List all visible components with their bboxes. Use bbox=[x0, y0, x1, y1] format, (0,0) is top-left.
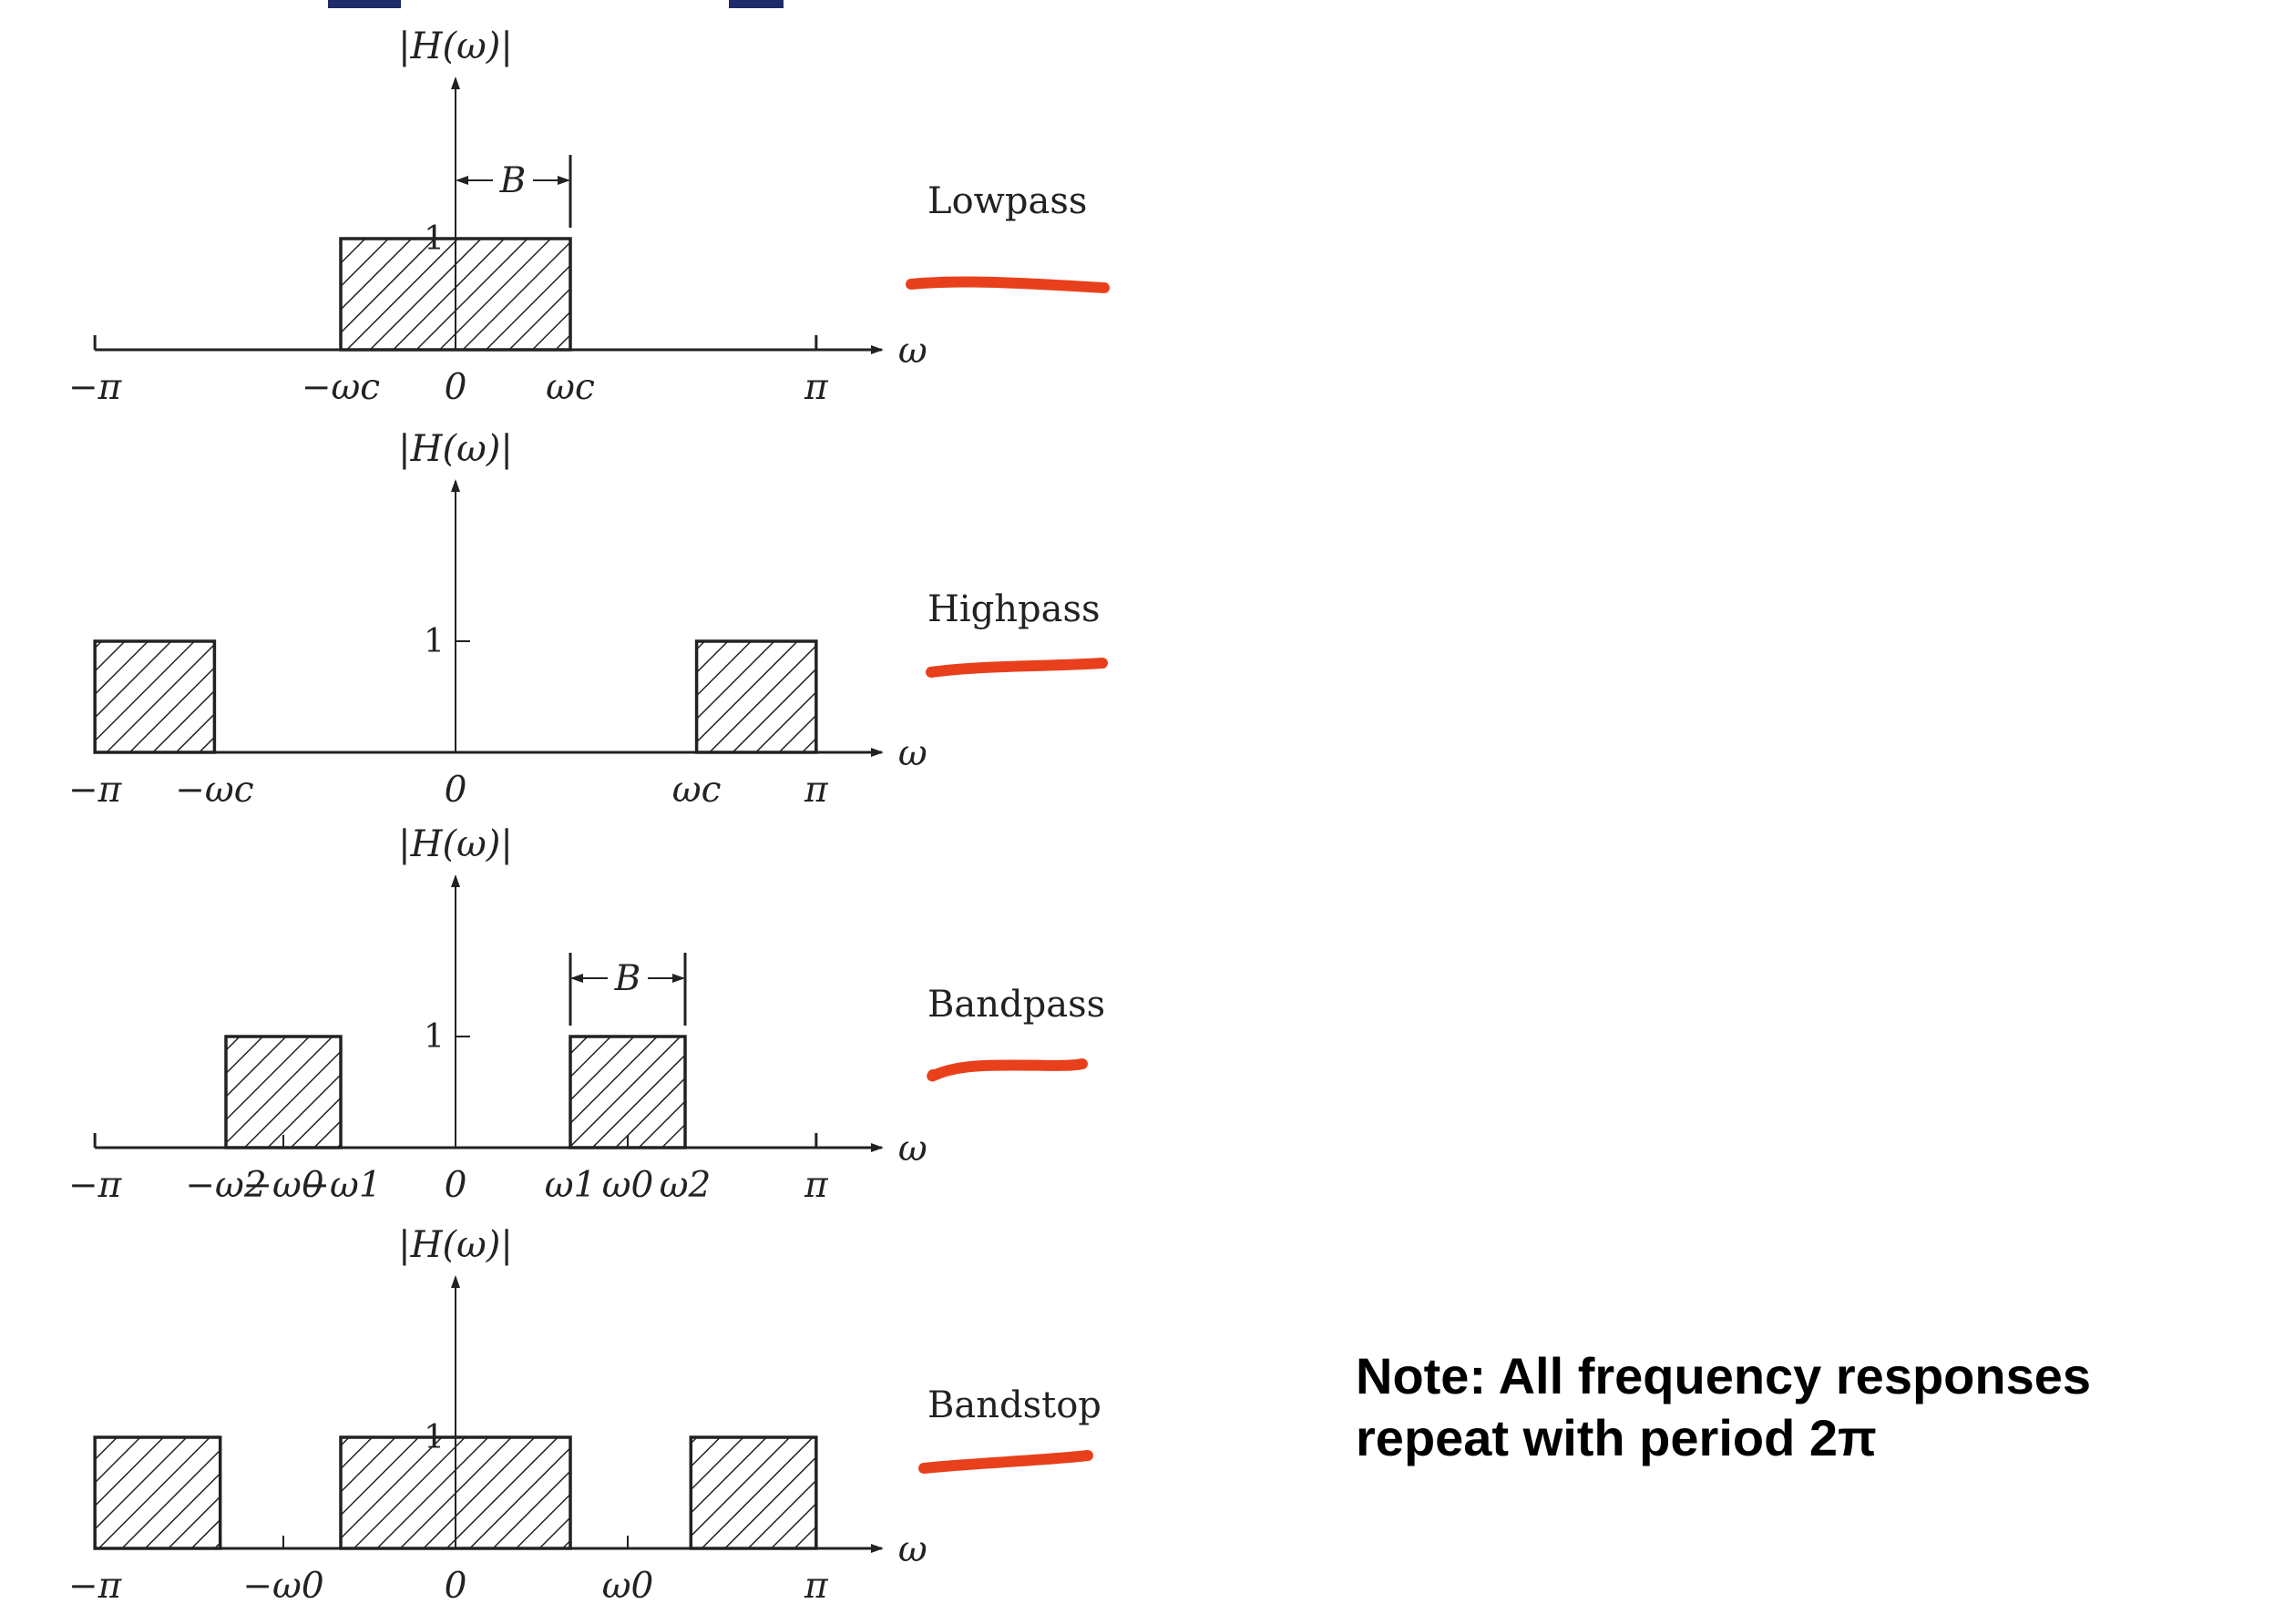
tick-label: −π bbox=[68, 770, 123, 811]
tick-label: 0 bbox=[445, 1566, 467, 1607]
magnitude-axis-label: |H(ω)| bbox=[398, 1224, 513, 1266]
omega-axis-label: ω bbox=[898, 1129, 927, 1169]
filter-name-lowpass: Lowpass bbox=[927, 180, 1087, 222]
omega-axis-label: ω bbox=[898, 331, 927, 372]
passband-rect bbox=[224, 1035, 343, 1149]
tick-label: π bbox=[804, 770, 829, 811]
tick-label: 0 bbox=[445, 367, 467, 408]
filter-name-bandstop: Bandstop bbox=[927, 1384, 1101, 1426]
tick-label: −ωc bbox=[302, 367, 380, 408]
panels-group: |H(ω)|ω1−π −ωc 0 ωc πB Lowpass|H(ω)|ω1−π −ωc 0 ω… bbox=[68, 26, 1110, 1607]
tick-label: ωc bbox=[672, 770, 722, 811]
tick-label: ωc bbox=[546, 367, 595, 408]
tick-label: π bbox=[804, 367, 829, 408]
filter-name-bandpass: Bandpass bbox=[927, 984, 1105, 1026]
tick-label: −π bbox=[68, 1165, 123, 1206]
filter-name-highpass: Highpass bbox=[927, 588, 1101, 630]
omega-axis-label: ω bbox=[898, 733, 927, 774]
tick-label: ω0 bbox=[602, 1165, 654, 1206]
unit-level-label: 1 bbox=[424, 623, 445, 660]
red-underline-annotation bbox=[906, 276, 1110, 293]
cropped-title-fragment bbox=[328, 0, 401, 8]
note-line-2: repeat with period 2π bbox=[1356, 1409, 1877, 1466]
unit-level-label: 1 bbox=[424, 1018, 445, 1056]
red-underline-annotation bbox=[926, 658, 1108, 678]
red-underline-annotation bbox=[918, 1450, 1093, 1474]
bandwidth-marker: B bbox=[456, 155, 572, 228]
tick-label: −ω1 bbox=[300, 1165, 381, 1206]
note-line-1: Note: All frequency responses bbox=[1356, 1347, 2091, 1404]
tick-label: π bbox=[804, 1165, 829, 1206]
cropped-title-fragment bbox=[729, 0, 784, 8]
red-underline-annotation bbox=[927, 1058, 1088, 1082]
tick-label: −ω0 bbox=[242, 1566, 323, 1607]
tick-label: −π bbox=[68, 367, 123, 408]
bandwidth-label: B bbox=[499, 160, 527, 201]
bandwidth-marker: B bbox=[569, 953, 687, 1026]
passband-rect bbox=[569, 1035, 687, 1149]
passband-rect bbox=[93, 1435, 222, 1550]
tick-label: −ω2 bbox=[185, 1165, 266, 1206]
magnitude-axis-label: |H(ω)| bbox=[398, 823, 513, 865]
bandwidth-label: B bbox=[614, 958, 641, 999]
magnitude-axis-label: |H(ω)| bbox=[398, 26, 513, 67]
unit-level-label: 1 bbox=[424, 220, 445, 258]
tick-label: ω2 bbox=[660, 1165, 712, 1206]
tick-label: −π bbox=[68, 1566, 123, 1607]
passband-rect bbox=[694, 639, 818, 754]
tick-label: 0 bbox=[445, 770, 467, 811]
magnitude-axis-label: |H(ω)| bbox=[398, 428, 513, 470]
panel-bandstop: |H(ω)| ω 1 −π −ω0 0 ω0 π Bandstop bbox=[68, 1224, 1101, 1607]
passband-rect bbox=[689, 1435, 818, 1550]
panel-lowpass: |H(ω)| ω 1 −π −ωc 0 ωc π B Lowpass bbox=[68, 26, 1110, 408]
tick-label: ω1 bbox=[545, 1165, 597, 1206]
period-note: Note: All frequency responses repeat wit… bbox=[1356, 1347, 2091, 1466]
unit-level-label: 1 bbox=[424, 1419, 445, 1456]
tick-label: ω0 bbox=[602, 1566, 654, 1607]
tick-label: −ωc bbox=[175, 770, 253, 811]
tick-label: −ω0 bbox=[242, 1165, 323, 1206]
passband-rect bbox=[93, 639, 217, 754]
tick-label: 0 bbox=[445, 1165, 467, 1206]
tick-label: π bbox=[804, 1566, 829, 1607]
panel-highpass: |H(ω)| ω 1 −π −ωc 0 ωc π Highpass bbox=[68, 428, 1108, 811]
omega-axis-label: ω bbox=[898, 1529, 927, 1570]
